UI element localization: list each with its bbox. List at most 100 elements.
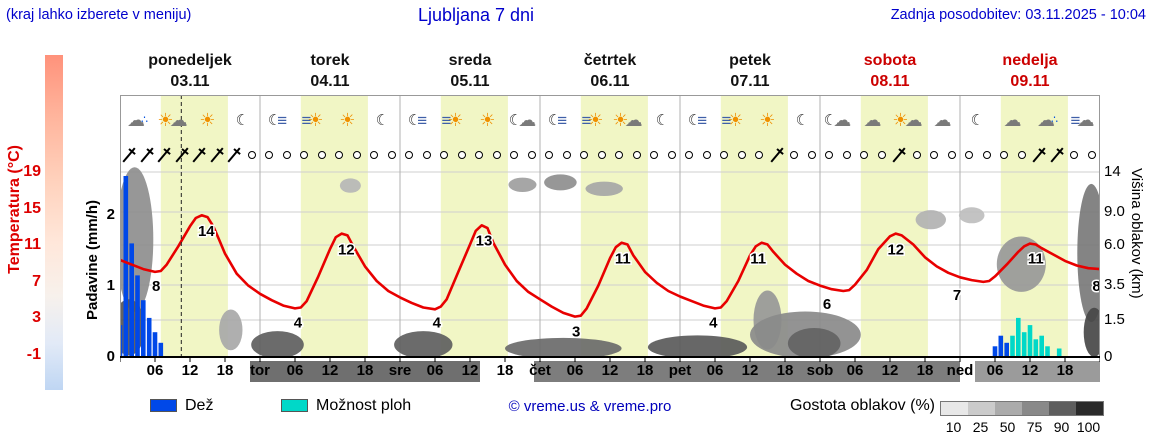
rain-legend-swatch xyxy=(150,399,177,412)
fog-sun-icon: ≡ ☀ xyxy=(435,98,470,142)
x-tick-label: 18 xyxy=(776,362,794,379)
temperature-tick: -1 xyxy=(26,345,41,363)
wind-symbols-row xyxy=(120,147,1100,165)
x-tick-label: 06 xyxy=(426,362,444,379)
x-tick-label: 06 xyxy=(566,362,584,379)
wind-calm-icon xyxy=(1000,151,1008,159)
cloud-density-scale-ticks: 10 25 50 75 90 100 xyxy=(940,419,1104,435)
wind-calm-icon xyxy=(702,151,711,159)
wind-calm-icon xyxy=(352,151,361,159)
svg-text:6: 6 xyxy=(823,296,831,313)
cloud-density-scale xyxy=(940,401,1104,416)
x-tick-label: sob xyxy=(806,362,834,379)
temperature-tick: 11 xyxy=(24,236,41,253)
x-tick-label: 12 xyxy=(881,362,899,379)
svg-text:7: 7 xyxy=(953,287,961,304)
fog-glyph: ≡ xyxy=(697,110,708,130)
wind-calm-icon xyxy=(912,151,921,159)
day-name: sreda xyxy=(448,52,492,69)
wind-calm-icon xyxy=(755,151,763,159)
wind-calm-icon xyxy=(247,151,256,159)
wind-barb-icon xyxy=(174,147,190,163)
density-scale-segment xyxy=(1049,402,1076,415)
wind-calm-icon xyxy=(510,151,518,159)
svg-text:14: 14 xyxy=(198,223,215,240)
cloud-glyph: ☁ xyxy=(863,110,882,130)
fog-cloud-icon: ≡ ☁ xyxy=(1065,98,1100,142)
day-name: nedelja xyxy=(1002,52,1058,69)
wind-calm-icon xyxy=(1070,151,1078,159)
wind-barb-icon xyxy=(1049,147,1065,163)
copyright-link[interactable]: © vreme.us & vreme.pro xyxy=(508,398,672,415)
wind-calm-icon xyxy=(720,151,728,159)
density-scale-tick: 10 xyxy=(945,419,962,435)
wind-barb-icon xyxy=(121,147,137,163)
cloud-density-legend-label: Gostota oblakov (%) xyxy=(790,397,935,414)
wind-calm-icon xyxy=(265,151,273,159)
moon-glyph: ☾ xyxy=(375,111,390,129)
moon-glyph: ☾ xyxy=(407,111,422,129)
temperature-tick: 3 xyxy=(32,309,41,326)
cloud-glyph: ☁ xyxy=(1037,110,1055,130)
svg-text:12: 12 xyxy=(887,241,904,258)
density-scale-segment xyxy=(1022,402,1049,415)
x-tick-label: 18 xyxy=(356,362,374,379)
cloud-height-tick: 14 xyxy=(1104,163,1121,180)
showers-legend-swatch xyxy=(281,399,308,412)
wind-calm-icon xyxy=(457,151,466,159)
ground-cloud-strip xyxy=(120,361,1100,382)
moon-glyph: ☾ xyxy=(235,111,250,129)
sun-cloud-icon: ☀ ☁ xyxy=(610,98,645,142)
cloud-glyph: ☁ xyxy=(127,110,145,130)
sun-icon: ☀ xyxy=(190,98,225,142)
wind-barb-icon xyxy=(891,147,907,163)
wind-calm-icon xyxy=(597,151,606,159)
day-date: 06.11 xyxy=(590,73,630,90)
cloud-glyph: ☁ xyxy=(518,110,537,130)
fog-glyph: ≡ xyxy=(721,110,732,130)
wind-calm-icon xyxy=(860,151,868,159)
density-scale-segment xyxy=(941,402,968,415)
ground-cloud-segment xyxy=(534,361,960,382)
sun-glyph: ☀ xyxy=(759,110,776,130)
temperature-tick: 15 xyxy=(23,199,41,217)
svg-text:3: 3 xyxy=(572,324,580,341)
cloud-glyph: ☁ xyxy=(1076,110,1095,130)
day-date: 04.11 xyxy=(310,73,350,90)
x-axis-tick-labels: 06 12 18 tor 06 12 18 sre 06 12 18 čet 06 12 18 pet 06 12… xyxy=(120,362,1100,382)
moon-glyph: ☾ xyxy=(655,111,670,129)
precipitation-tick: 0 xyxy=(106,348,115,365)
cloud-height-tick: 3.5 xyxy=(1104,276,1125,293)
cloud-height-tick: 0 xyxy=(1104,348,1113,365)
density-scale-tick: 50 xyxy=(999,419,1016,435)
moon-glyph: ☾ xyxy=(970,111,985,129)
wind-calm-icon xyxy=(422,151,431,159)
fog-sun-icon: ≡ ☀ xyxy=(295,98,330,142)
wind-calm-icon xyxy=(842,151,851,159)
wind-calm-icon xyxy=(317,151,326,159)
moon-glyph: ☾ xyxy=(795,111,810,129)
wind-calm-icon xyxy=(580,151,588,159)
day-name: sobota xyxy=(863,52,917,69)
moon-glyph: ☾ xyxy=(267,111,282,129)
density-scale-tick: 75 xyxy=(1026,419,1043,435)
wind-calm-icon xyxy=(790,151,798,159)
wind-calm-icon xyxy=(737,151,746,159)
x-tick-label: 18 xyxy=(1056,362,1074,379)
day-date: 08.11 xyxy=(870,73,910,90)
svg-text:11: 11 xyxy=(615,251,631,268)
fog-glyph: ≡ xyxy=(277,110,288,130)
fog-sun-icon: ≡ ☀ xyxy=(575,98,610,142)
moon-glyph: ☾ xyxy=(547,111,562,129)
wind-calm-icon xyxy=(370,151,378,159)
rain-legend-label: Dež xyxy=(185,397,214,414)
day-name: torek xyxy=(310,52,350,69)
x-tick-label: ned xyxy=(946,362,974,379)
sun-glyph: ☀ xyxy=(199,110,216,130)
x-tick-label: 12 xyxy=(461,362,479,379)
day-header-sobota: sobota 08.11 xyxy=(820,50,960,92)
day-date: 05.11 xyxy=(450,73,490,90)
wind-calm-icon xyxy=(562,151,571,159)
x-tick-label: 06 xyxy=(706,362,724,379)
wind-calm-icon xyxy=(1087,151,1096,159)
